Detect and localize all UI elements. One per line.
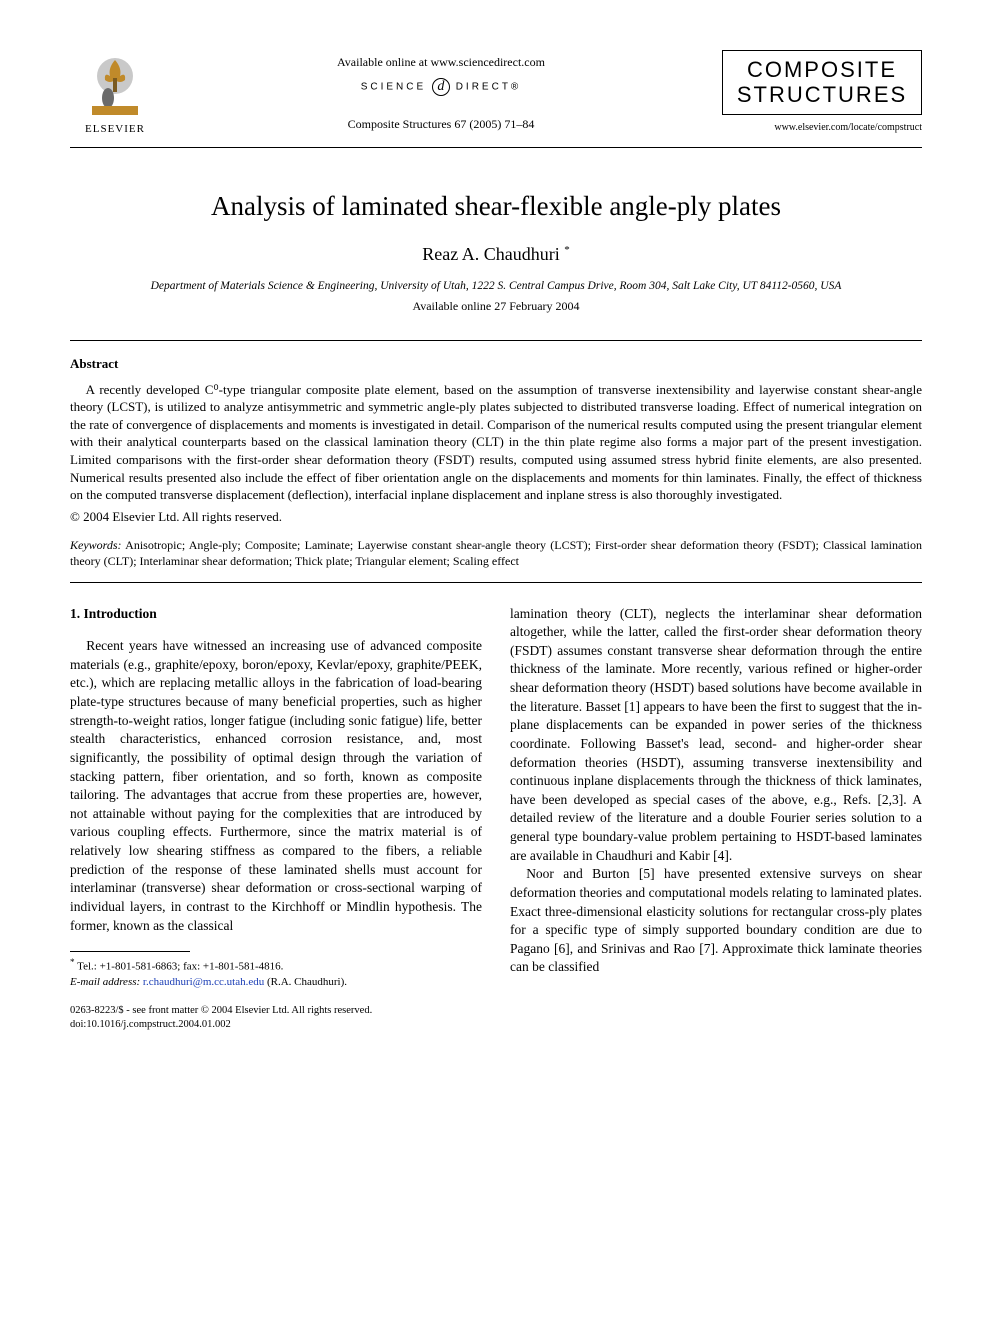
page-footer: 0263-8223/$ - see front matter © 2004 El… — [70, 1004, 922, 1032]
body-columns: 1. Introduction Recent years have witnes… — [70, 605, 922, 990]
copyright-line: © 2004 Elsevier Ltd. All rights reserved… — [70, 508, 922, 526]
author-name: Reaz A. Chaudhuri — [422, 244, 559, 264]
sciencedirect-logo: SCIENCE d DIRECT® — [160, 78, 722, 96]
footnote-email-line: E-mail address: r.chaudhuri@m.cc.utah.ed… — [70, 975, 482, 990]
footnote-email-link[interactable]: r.chaudhuri@m.cc.utah.edu — [143, 976, 264, 988]
journal-title-line1: COMPOSITE — [731, 57, 913, 82]
author-marker: * — [564, 244, 570, 256]
intro-para-3: Noor and Burton [5] have presented exten… — [510, 865, 922, 977]
journal-title-line2: STRUCTURES — [731, 82, 913, 107]
doi-line: doi:10.1016/j.compstruct.2004.01.002 — [70, 1018, 372, 1032]
corresponding-footnote: * Tel.: +1-801-581-6863; fax: +1-801-581… — [70, 956, 482, 989]
abstract-heading: Abstract — [70, 355, 922, 373]
abstract-body: A recently developed C⁰-type triangular … — [70, 381, 922, 504]
available-date: Available online 27 February 2004 — [70, 298, 922, 314]
section-heading-1: 1. Introduction — [70, 605, 482, 624]
citation-line: Composite Structures 67 (2005) 71–84 — [160, 116, 722, 132]
journal-url[interactable]: www.elsevier.com/locate/compstruct — [722, 121, 922, 135]
publisher-block: ELSEVIER — [70, 50, 160, 137]
article-author: Reaz A. Chaudhuri * — [70, 242, 922, 266]
page-header: ELSEVIER Available online at www.science… — [70, 50, 922, 137]
footer-left: 0263-8223/$ - see front matter © 2004 El… — [70, 1004, 372, 1032]
affiliation: Department of Materials Science & Engine… — [70, 279, 922, 295]
footnote-tel-text: Tel.: +1-801-581-6863; fax: +1-801-581-4… — [77, 961, 283, 973]
issn-line: 0263-8223/$ - see front matter © 2004 El… — [70, 1004, 372, 1018]
sciencedirect-d-icon: d — [432, 78, 450, 96]
footnote-email-label: E-mail address: — [70, 976, 140, 988]
footnote-rule — [70, 951, 190, 952]
sciencedirect-right: DIRECT® — [456, 82, 522, 93]
article-title: Analysis of laminated shear-flexible ang… — [70, 188, 922, 224]
header-rule — [70, 147, 922, 148]
journal-title-box: COMPOSITE STRUCTURES — [722, 50, 922, 115]
elsevier-tree-icon — [80, 50, 150, 120]
keywords-label: Keywords: — [70, 538, 122, 552]
header-center: Available online at www.sciencedirect.co… — [160, 50, 722, 132]
footnote-marker: * — [70, 957, 75, 967]
journal-block: COMPOSITE STRUCTURES www.elsevier.com/lo… — [722, 50, 922, 134]
keywords-block: Keywords: Anisotropic; Angle-ply; Compos… — [70, 537, 922, 569]
intro-para-1: Recent years have witnessed an increasin… — [70, 637, 482, 935]
keywords-text: Anisotropic; Angle-ply; Composite; Lamin… — [70, 538, 922, 568]
publisher-name: ELSEVIER — [85, 122, 145, 137]
footnote-tel: * Tel.: +1-801-581-6863; fax: +1-801-581… — [70, 956, 482, 975]
abstract-text: A recently developed C⁰-type triangular … — [70, 381, 922, 504]
intro-para-2: lamination theory (CLT), neglects the in… — [510, 605, 922, 866]
available-online-text: Available online at www.sciencedirect.co… — [160, 54, 722, 70]
footnote-email-suffix: (R.A. Chaudhuri). — [267, 976, 347, 988]
abstract-block: Abstract A recently developed C⁰-type tr… — [70, 340, 922, 582]
sciencedirect-left: SCIENCE — [361, 82, 426, 93]
